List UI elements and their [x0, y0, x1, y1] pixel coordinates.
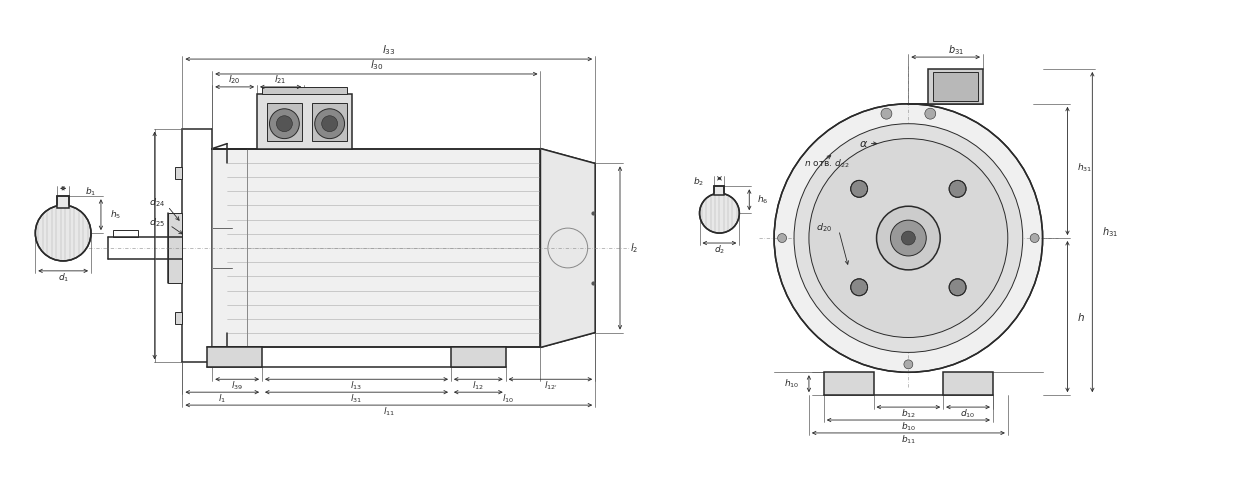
Text: $b_{11}$: $b_{11}$ [900, 434, 916, 446]
Text: $\alpha$: $\alpha$ [859, 139, 868, 148]
Circle shape [880, 108, 892, 119]
Bar [934, 72, 978, 101]
Text: $l_{12}$: $l_{12}$ [472, 380, 485, 392]
Text: $l_2$: $l_2$ [630, 241, 639, 255]
Text: $d_{10}$: $d_{10}$ [960, 408, 976, 421]
Bar [167, 213, 182, 283]
Circle shape [777, 234, 786, 243]
Text: $h_6$: $h_6$ [758, 194, 769, 206]
Bar [113, 230, 138, 237]
Bar [262, 87, 346, 94]
Text: $b_{10}$: $b_{10}$ [900, 421, 916, 433]
Circle shape [794, 124, 1023, 352]
Circle shape [1030, 234, 1039, 243]
Bar [823, 372, 873, 395]
Bar [714, 186, 724, 195]
Bar [57, 196, 69, 208]
Text: $l_{20}$: $l_{20}$ [228, 73, 241, 86]
Text: $l_{39}$: $l_{39}$ [231, 380, 243, 392]
Bar [451, 348, 506, 367]
Bar [175, 168, 182, 179]
Bar [257, 94, 351, 148]
Bar [944, 372, 993, 395]
Text: $l_{11}$: $l_{11}$ [383, 406, 394, 419]
Circle shape [774, 104, 1043, 372]
Bar [929, 69, 983, 104]
Circle shape [904, 360, 913, 369]
Text: $b_1$: $b_1$ [86, 185, 97, 198]
Bar [175, 312, 182, 323]
Circle shape [851, 180, 868, 197]
Circle shape [949, 279, 966, 296]
Bar [312, 103, 347, 141]
Circle shape [808, 139, 1008, 338]
Circle shape [699, 193, 739, 233]
Circle shape [35, 205, 91, 261]
Polygon shape [541, 148, 595, 348]
Circle shape [277, 116, 293, 132]
Circle shape [877, 206, 940, 270]
Text: $b_2$: $b_2$ [693, 175, 704, 188]
Text: $l_{13}$: $l_{13}$ [351, 380, 362, 392]
Text: $h_{31}$: $h_{31}$ [1102, 225, 1118, 239]
Text: $b_{12}$: $b_{12}$ [900, 408, 916, 421]
Text: $l_{30}$: $l_{30}$ [370, 58, 383, 72]
Text: $l_1$: $l_1$ [218, 393, 226, 405]
Text: $d_{24}$: $d_{24}$ [149, 197, 165, 210]
Text: $h_{31}$: $h_{31}$ [1078, 162, 1092, 174]
Circle shape [925, 108, 936, 119]
Text: $d_{25}$: $d_{25}$ [149, 217, 165, 229]
Text: $l_{21}$: $l_{21}$ [274, 73, 286, 86]
Circle shape [315, 109, 345, 139]
Text: $d_1$: $d_1$ [57, 272, 68, 284]
Circle shape [949, 180, 966, 197]
Circle shape [890, 220, 926, 256]
Bar [207, 348, 262, 367]
Text: $l_{12'}$: $l_{12'}$ [543, 380, 557, 392]
Text: $l_{31}$: $l_{31}$ [351, 393, 362, 405]
Circle shape [851, 279, 868, 296]
Circle shape [269, 109, 299, 139]
Text: $h$: $h$ [1078, 311, 1085, 322]
Circle shape [321, 116, 337, 132]
Text: $d_2$: $d_2$ [714, 244, 725, 256]
Text: $l_{33}$: $l_{33}$ [382, 43, 396, 57]
Bar [267, 103, 301, 141]
Text: $b_{31}$: $b_{31}$ [947, 43, 963, 57]
Bar [212, 148, 541, 348]
Text: $h_5$: $h_5$ [110, 209, 122, 221]
Text: $d_{20}$: $d_{20}$ [816, 222, 832, 234]
Text: $l_{10}$: $l_{10}$ [502, 393, 515, 405]
Text: $n$ отв. $d_{22}$: $n$ отв. $d_{22}$ [804, 157, 849, 170]
Text: $h_{10}$: $h_{10}$ [784, 378, 799, 390]
Circle shape [901, 231, 915, 245]
